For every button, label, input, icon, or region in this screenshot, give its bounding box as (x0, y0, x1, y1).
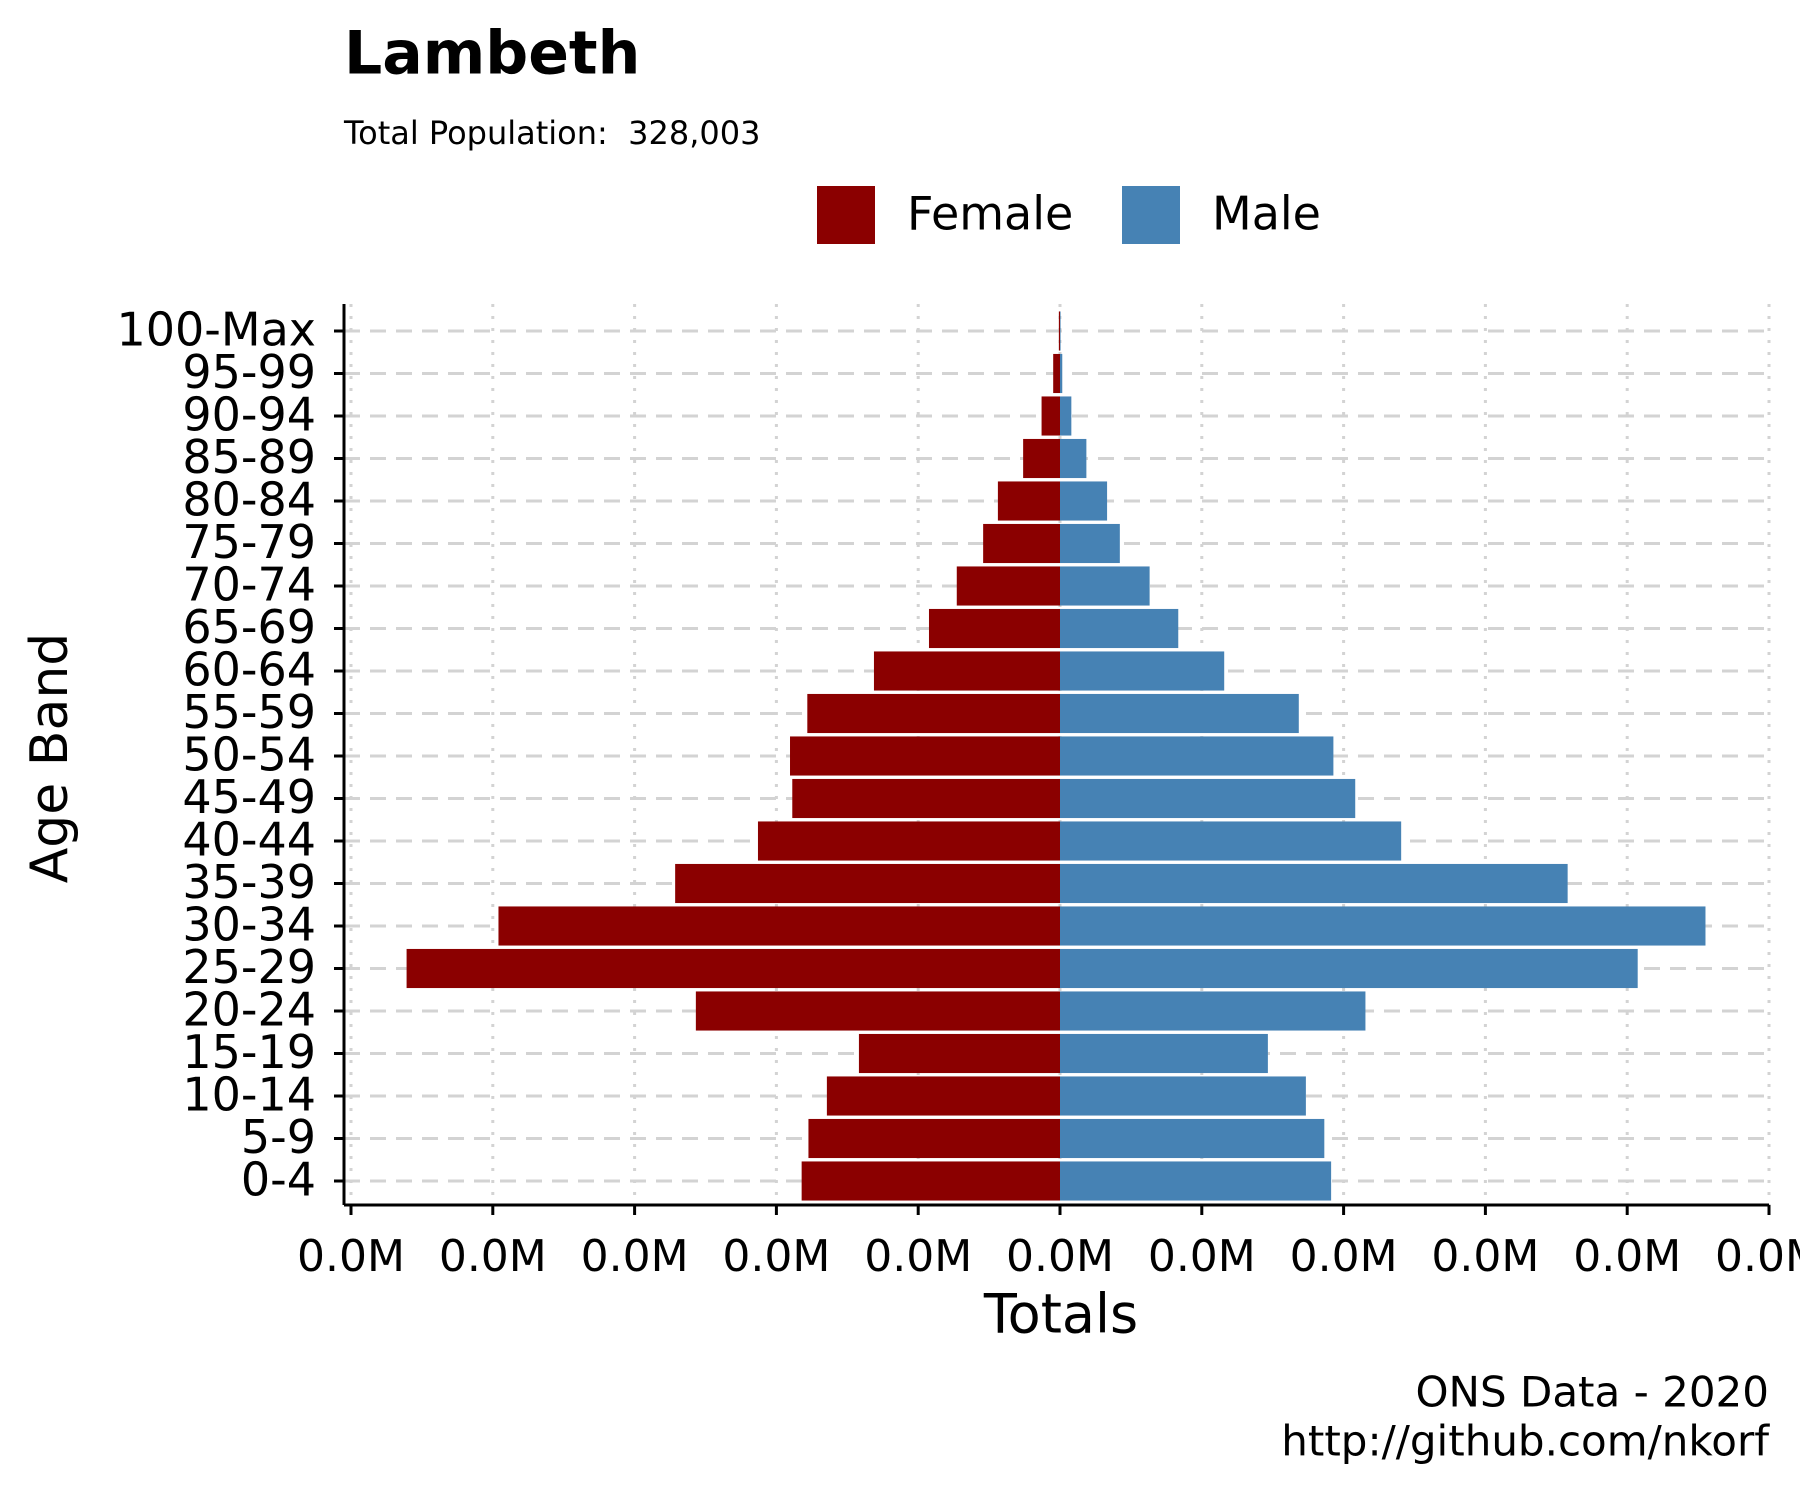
bar (928, 608, 1060, 649)
bar (790, 736, 1060, 776)
bar (1060, 948, 1638, 989)
bar (498, 906, 1060, 946)
bar (1060, 481, 1108, 521)
y-tick-label: 65-69 (182, 600, 316, 654)
y-tick-label: 5-9 (241, 1110, 316, 1164)
bar (1060, 1118, 1325, 1159)
x-tick-label: 0.0M (581, 1231, 689, 1282)
bar (801, 1161, 1060, 1201)
y-tick-label: 55-59 (182, 685, 316, 739)
x-axis-title: Totals (983, 1283, 1138, 1346)
bar (858, 1033, 1060, 1074)
bar (1060, 821, 1402, 861)
bar (695, 991, 1060, 1031)
bar (1060, 778, 1356, 819)
bar (1060, 1161, 1332, 1201)
caption: http://github.com/nkorf (1281, 1417, 1770, 1466)
bar (1060, 311, 1061, 351)
bar (406, 948, 1061, 989)
bar (1060, 523, 1120, 564)
y-tick-label: 100-Max (117, 303, 317, 357)
bar (873, 651, 1060, 691)
chart-title: Lambeth (344, 19, 640, 89)
x-tick-label: 0.0M (722, 1231, 830, 1282)
bar (675, 863, 1060, 904)
legend-label: Female (907, 187, 1073, 241)
x-tick-label: 0.0M (439, 1231, 547, 1282)
bar (792, 778, 1060, 819)
bar (1060, 906, 1706, 946)
bar (1060, 693, 1299, 734)
bar (1041, 396, 1060, 436)
x-tick-label: 0.0M (1148, 1231, 1256, 1282)
chart-subtitle: Total Population: 328,003 (343, 114, 760, 152)
y-tick-label: 50-54 (182, 728, 316, 782)
x-tick-label: 0.0M (1006, 1231, 1114, 1282)
y-tick-label: 30-34 (182, 898, 316, 952)
y-tick-label: 15-19 (182, 1025, 316, 1079)
y-tick-label: 95-99 (182, 345, 316, 399)
bar (757, 821, 1060, 861)
bar (1060, 991, 1366, 1031)
y-tick-label: 0-4 (241, 1153, 316, 1207)
y-tick-label: 70-74 (182, 558, 316, 612)
bar (1060, 1076, 1306, 1116)
y-tick-label: 80-84 (182, 473, 316, 527)
x-tick-label: 0.0M (1715, 1231, 1800, 1282)
y-tick-label: 10-14 (182, 1068, 316, 1122)
bar (1060, 863, 1568, 904)
x-tick-label: 0.0M (1573, 1231, 1681, 1282)
bar (1060, 566, 1150, 606)
bar (1060, 396, 1072, 436)
legend-swatch (817, 186, 875, 244)
y-tick-label: 35-39 (182, 855, 316, 909)
bar (1060, 608, 1179, 649)
y-tick-label: 40-44 (182, 813, 316, 867)
bar (983, 523, 1060, 564)
x-tick-label: 0.0M (864, 1231, 972, 1282)
bar (1060, 736, 1334, 776)
bar (1060, 1033, 1268, 1074)
bar (807, 693, 1060, 734)
y-tick-label: 90-94 (182, 388, 316, 442)
y-tick-label: 45-49 (182, 770, 316, 824)
bar (1023, 438, 1060, 479)
y-tick-label: 20-24 (182, 983, 316, 1037)
bar (997, 481, 1060, 521)
bar (1058, 311, 1060, 351)
bar (1060, 438, 1087, 479)
legend-swatch (1122, 186, 1180, 244)
bar (1060, 651, 1225, 691)
bar (1060, 353, 1063, 394)
y-tick-label: 85-89 (182, 430, 316, 484)
y-axis-title: Age Band (20, 633, 80, 884)
x-tick-label: 0.0M (1290, 1231, 1398, 1282)
y-tick-label: 25-29 (182, 940, 316, 994)
bar (808, 1118, 1060, 1159)
y-tick-label: 60-64 (182, 643, 316, 697)
y-tick-label: 75-79 (182, 515, 316, 569)
legend-label: Male (1212, 187, 1321, 241)
caption: ONS Data - 2020 (1415, 1368, 1769, 1417)
x-tick-label: 0.0M (297, 1231, 405, 1282)
bar (956, 566, 1060, 606)
bar (1053, 353, 1060, 394)
x-tick-label: 0.0M (1431, 1231, 1539, 1282)
bar (826, 1076, 1060, 1116)
